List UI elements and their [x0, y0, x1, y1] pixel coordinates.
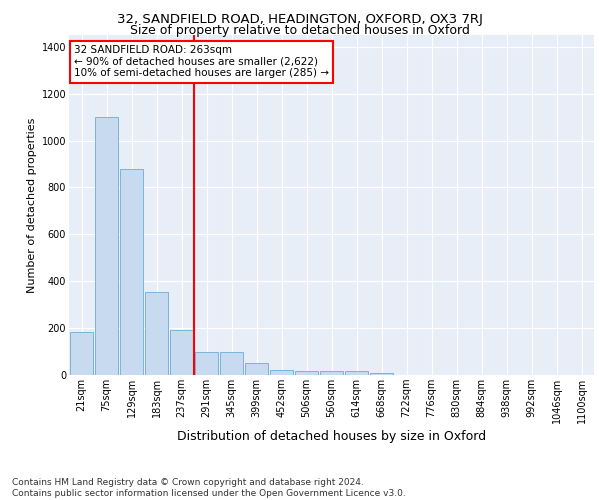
Bar: [170, 330, 193, 375]
X-axis label: Distribution of detached houses by size in Oxford: Distribution of detached houses by size …: [177, 430, 486, 443]
Bar: [95, 117, 118, 375]
Bar: [320, 371, 343, 375]
Text: 32 SANDFIELD ROAD: 263sqm
← 90% of detached houses are smaller (2,622)
10% of se: 32 SANDFIELD ROAD: 263sqm ← 90% of detac…: [74, 45, 329, 78]
Bar: [120, 168, 143, 375]
Text: 32, SANDFIELD ROAD, HEADINGTON, OXFORD, OX3 7RJ: 32, SANDFIELD ROAD, HEADINGTON, OXFORD, …: [117, 12, 483, 26]
Bar: [70, 332, 93, 375]
Bar: [345, 371, 368, 375]
Bar: [270, 370, 293, 375]
Text: Size of property relative to detached houses in Oxford: Size of property relative to detached ho…: [130, 24, 470, 37]
Bar: [245, 364, 268, 375]
Text: Contains HM Land Registry data © Crown copyright and database right 2024.
Contai: Contains HM Land Registry data © Crown c…: [12, 478, 406, 498]
Bar: [220, 352, 243, 375]
Bar: [195, 352, 218, 375]
Bar: [370, 372, 393, 375]
Bar: [295, 371, 318, 375]
Bar: [145, 292, 168, 375]
Y-axis label: Number of detached properties: Number of detached properties: [28, 118, 37, 292]
